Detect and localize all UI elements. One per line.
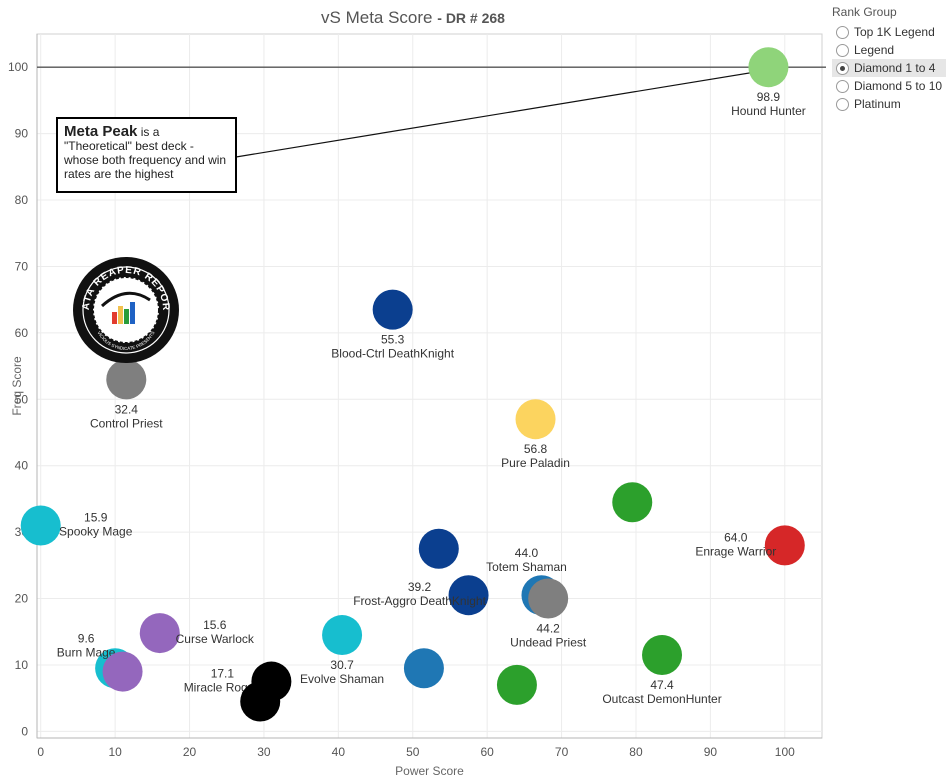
x-tick-label: 50 <box>406 745 420 759</box>
point-score-label: 32.4 <box>115 402 139 416</box>
radio-icon[interactable] <box>836 79 849 93</box>
point-score-label: 9.6 <box>78 631 95 645</box>
point-name-label: Miracle Rogue <box>184 681 262 695</box>
point-unlabeled[interactable] <box>102 651 143 692</box>
x-tick-label: 30 <box>257 745 271 759</box>
point-score-label: 44.0 <box>515 546 539 560</box>
y-tick-label: 90 <box>15 127 29 141</box>
point-spooky-mage[interactable] <box>20 505 61 546</box>
rank-option-diamond-1-to-4[interactable]: Diamond 1 to 4 <box>832 59 946 77</box>
callout-arrow-line <box>235 67 779 158</box>
point-score-label: 55.3 <box>381 333 405 347</box>
point-name-label: Evolve Shaman <box>300 672 384 686</box>
point-unlabeled[interactable] <box>418 528 459 569</box>
point-outcast-demonhunter[interactable] <box>642 634 683 675</box>
point-name-label: Undead Priest <box>510 636 587 650</box>
point-name-label: Totem Shaman <box>486 560 567 574</box>
chart-title-main: vS Meta Score <box>321 8 433 27</box>
y-tick-label: 80 <box>15 193 29 207</box>
point-score-label: 17.1 <box>211 667 235 681</box>
point-score-label: 15.9 <box>84 510 108 524</box>
rank-option-legend[interactable]: Legend <box>832 41 946 59</box>
rank-group-title: Rank Group <box>832 5 897 19</box>
rank-option-label: Diamond 5 to 10 <box>854 79 943 93</box>
point-score-label: 39.2 <box>408 580 432 594</box>
point-score-label: 15.6 <box>203 618 227 632</box>
point-name-label: Frost-Aggro DeathKnight <box>353 594 486 608</box>
y-tick-label: 60 <box>15 326 29 340</box>
data-reaper-report-logo-icon: DATA REAPER REPORT VICIOUS SYNDICATE PRE… <box>72 256 179 363</box>
x-tick-label: 60 <box>480 745 494 759</box>
point-name-label: Pure Paladin <box>501 456 570 470</box>
x-tick-label: 10 <box>108 745 122 759</box>
radio-icon[interactable] <box>836 61 849 75</box>
point-score-label: 44.2 <box>537 622 561 636</box>
scatter-chart: 0 10 20 30 40 50 60 70 80 90 100010203040506070809… <box>8 33 826 778</box>
radio-icon[interactable] <box>836 43 849 57</box>
chart-title-sub: DR # 268 <box>445 10 505 26</box>
point-enrage-warrior[interactable] <box>764 525 805 566</box>
point-score-label: 30.7 <box>330 658 354 672</box>
x-tick-label: 80 <box>629 745 643 759</box>
point-name-label: Control Priest <box>90 416 163 430</box>
point-undead-priest[interactable] <box>528 578 569 619</box>
rank-group-filter: Rank Group Top 1K Legend Legend Diamond … <box>832 4 946 113</box>
x-tick-label: 100 <box>775 745 795 759</box>
y-tick-label: 70 <box>15 259 29 273</box>
rank-option-label: Top 1K Legend <box>854 25 935 39</box>
point-name-label: Curse Warlock <box>176 632 255 646</box>
point-unlabeled[interactable] <box>612 482 653 523</box>
point-blood-ctrl-deathknight[interactable] <box>372 289 413 330</box>
point-score-label: 56.8 <box>524 442 548 456</box>
meta-peak-callout: Meta Peak is a "Theoretical" best deck -… <box>56 117 237 193</box>
point-name-label: Spooky Mage <box>59 524 133 538</box>
chart-title: vS Meta Score - DR # 268 <box>321 8 505 27</box>
x-tick-label: 20 <box>183 745 197 759</box>
point-frost-aggro-deathknight[interactable] <box>448 575 489 616</box>
point-hound-hunter[interactable] <box>748 47 789 88</box>
x-axis-title: Power Score <box>395 764 464 778</box>
rank-option-label: Legend <box>854 43 895 57</box>
y-tick-label: 50 <box>15 392 29 406</box>
x-tick-label: 0 <box>37 745 44 759</box>
y-tick-label: 40 <box>15 459 29 473</box>
x-tick-label: 90 <box>704 745 718 759</box>
point-name-label: Burn Mage <box>57 645 116 659</box>
y-axis-title: Freq Score <box>10 356 24 416</box>
y-tick-label: 10 <box>15 658 29 672</box>
rank-option-platinum[interactable]: Platinum <box>832 95 946 113</box>
x-tick-label: 40 <box>332 745 346 759</box>
y-tick-label: 100 <box>8 60 28 74</box>
point-score-label: 98.9 <box>757 90 781 104</box>
y-tick-label: 0 <box>21 724 28 738</box>
point-curse-warlock[interactable] <box>139 613 180 654</box>
rank-option-label: Diamond 1 to 4 <box>854 61 936 75</box>
y-tick-label: 20 <box>15 592 29 606</box>
point-score-label: 64.0 <box>724 530 748 544</box>
radio-icon[interactable] <box>836 25 849 39</box>
point-pure-paladin[interactable] <box>515 399 556 440</box>
rank-option-label: Platinum <box>854 97 901 111</box>
point-evolve-shaman[interactable] <box>322 615 363 656</box>
callout-rest-text: is a "Theoretical" best deck - whose bot… <box>64 125 227 181</box>
point-name-label: Outcast DemonHunter <box>602 692 721 706</box>
point-unlabeled[interactable] <box>496 664 537 705</box>
callout-bold-text: Meta Peak <box>64 123 138 140</box>
point-unlabeled[interactable] <box>403 648 444 689</box>
point-control-priest[interactable] <box>106 359 147 400</box>
rank-option-top-1k-legend[interactable]: Top 1K Legend <box>832 23 946 41</box>
point-name-label: Hound Hunter <box>731 104 806 118</box>
x-tick-label: 70 <box>555 745 569 759</box>
point-unlabeled[interactable] <box>240 681 281 722</box>
point-name-label: Blood-Ctrl DeathKnight <box>331 347 454 361</box>
radio-icon[interactable] <box>836 97 849 111</box>
point-name-label: Enrage Warrior <box>695 544 776 558</box>
rank-option-diamond-5-to-10[interactable]: Diamond 5 to 10 <box>832 77 946 95</box>
point-score-label: 47.4 <box>650 678 674 692</box>
